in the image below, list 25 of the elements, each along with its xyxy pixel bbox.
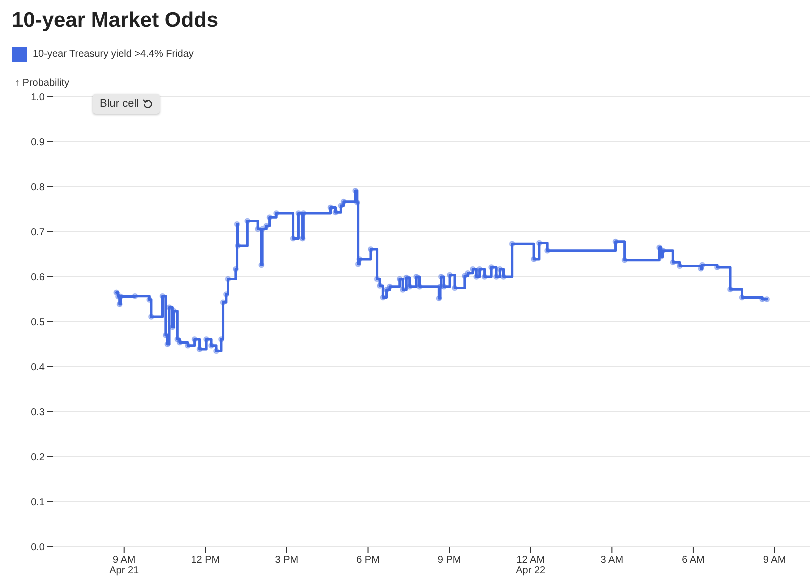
y-tick-label: 0.0: [31, 542, 46, 554]
legend-label: 10-year Treasury yield >4.4% Friday: [33, 49, 194, 60]
x-tick-label: 3 AM: [600, 555, 624, 566]
y-tick-label: 0.1: [31, 498, 46, 509]
y-tick-label: 0.3: [31, 408, 46, 419]
button: Blur cell: [93, 94, 160, 114]
x-tick-label: 9 AM: [763, 555, 786, 566]
y-axis-title: ↑ Probability: [15, 78, 70, 89]
x-tick-label: 3 PM: [275, 555, 299, 566]
y-tick-label: 1.0: [31, 92, 46, 104]
y-tick-label: 0.4: [31, 362, 46, 374]
x-tick-label: 6 AM: [682, 555, 705, 566]
x-tick-label: 6 PM: [356, 555, 380, 566]
chart-title: 10-year Market Odds: [12, 9, 219, 33]
y-tick-label: 0.6: [31, 272, 46, 284]
y-tick-label: 0.5: [31, 318, 46, 329]
x-tick-label: 12 AM Apr 22: [516, 555, 546, 576]
x-tick-label: 12 PM: [191, 555, 220, 566]
x-tick-label: 9 PM: [438, 555, 462, 566]
y-tick-label: 0.7: [31, 228, 46, 239]
y-tick-label: 0.2: [31, 452, 46, 464]
x-tick-label: 9 AM Apr 21: [110, 555, 140, 576]
y-tick-label: 0.9: [31, 138, 46, 149]
y-tick-label: 0.8: [31, 182, 46, 194]
annotation: Blur cell: [100, 98, 140, 110]
